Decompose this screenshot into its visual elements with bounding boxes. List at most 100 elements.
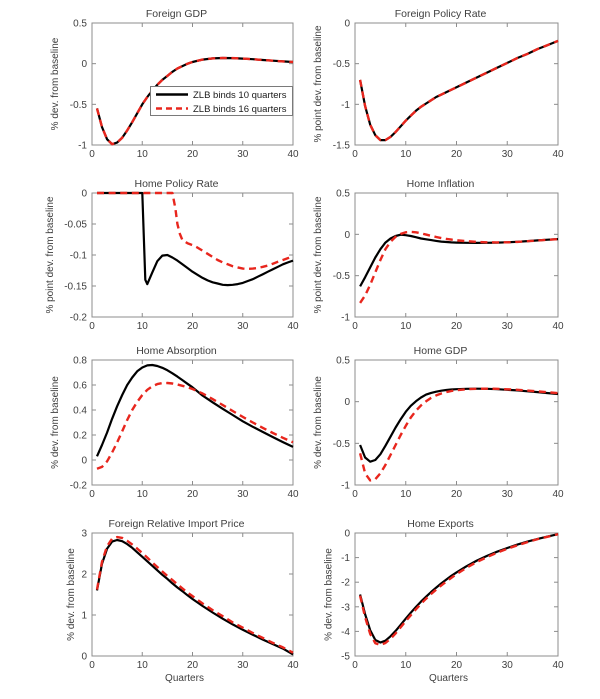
axes-box xyxy=(91,22,294,146)
x-tick-label: 30 xyxy=(237,321,249,332)
x-tick-label: 0 xyxy=(89,149,95,160)
x-tick-label: 20 xyxy=(187,149,199,160)
y-tick-label: 2 xyxy=(81,570,87,581)
x-tick-label: 30 xyxy=(237,660,249,671)
y-axis-label: % dev. from baseline xyxy=(50,37,61,130)
y-tick-label: 0 xyxy=(81,652,87,663)
x-tick-label: 30 xyxy=(502,660,514,671)
y-axis-label: % point dev. from baseline xyxy=(45,196,56,314)
x-tick-label: 10 xyxy=(137,149,149,160)
x-tick-label: 20 xyxy=(187,489,199,500)
y-tick-label: 0.6 xyxy=(73,381,87,392)
y-tick-label: 0 xyxy=(344,230,350,241)
x-tick-label: 0 xyxy=(89,321,95,332)
x-tick-label: 20 xyxy=(451,489,463,500)
y-tick-label: -5 xyxy=(341,652,350,663)
series-zlb-binds-16-quarters xyxy=(358,387,559,482)
y-tick-label: -3 xyxy=(341,602,350,613)
y-tick-label: 0 xyxy=(344,529,350,540)
y-tick-label: -1 xyxy=(78,141,87,152)
axes-box xyxy=(354,532,559,657)
y-tick-label: 0.8 xyxy=(73,356,87,367)
x-tick-label: 0 xyxy=(89,489,95,500)
y-tick-label: 0.5 xyxy=(73,19,87,30)
y-tick-label: 0.4 xyxy=(73,406,87,417)
y-tick-label: 1 xyxy=(81,611,87,622)
x-tick-label: 10 xyxy=(400,321,412,332)
series-zlb-binds-16-quarters xyxy=(358,533,559,647)
x-tick-label: 30 xyxy=(502,149,514,160)
y-tick-label: -0.2 xyxy=(70,313,88,324)
y-tick-label: 0 xyxy=(81,189,87,200)
axes-box xyxy=(91,192,294,318)
plot-title: Home GDP xyxy=(414,345,468,357)
x-tick-label: 40 xyxy=(287,321,299,332)
axes-box xyxy=(354,22,559,146)
x-tick-label: 40 xyxy=(552,660,564,671)
y-tick-label: -0.5 xyxy=(333,439,351,450)
x-axis-label: Quarters xyxy=(165,673,204,684)
y-tick-label: -0.5 xyxy=(333,59,351,70)
y-tick-label: 0.5 xyxy=(336,189,350,200)
subplot-home-inflation: 0 10 20 30 40 0.5 0 -0.5 -1 Home Inflation % point… xyxy=(313,178,564,332)
x-tick-label: 30 xyxy=(502,321,514,332)
series-zlb-binds-10-quarters xyxy=(97,191,294,287)
series-zlb-binds-10-quarters xyxy=(359,233,559,287)
x-tick-label: 10 xyxy=(400,660,412,671)
y-tick-label: 3 xyxy=(81,529,87,540)
x-tick-label: 30 xyxy=(237,149,249,160)
y-axis-label: % point dev. from baseline xyxy=(313,25,324,143)
x-tick-label: 30 xyxy=(237,489,249,500)
series-zlb-binds-16-quarters xyxy=(359,230,559,304)
series-zlb-binds-16-quarters xyxy=(358,39,559,142)
y-tick-label: -1 xyxy=(341,100,350,111)
legend-entry-label: ZLB binds 16 quarters xyxy=(193,104,287,115)
y-tick-label: 0.2 xyxy=(73,431,87,442)
series-zlb-binds-10-quarters xyxy=(359,387,559,463)
axes-box xyxy=(91,359,294,486)
series-zlb-binds-10-quarters xyxy=(95,538,294,656)
y-tick-label: 0 xyxy=(81,59,87,70)
x-tick-label: 40 xyxy=(552,489,564,500)
x-tick-label: 40 xyxy=(287,660,299,671)
legend-box xyxy=(150,86,293,116)
subplot-foreign-policy-rate: 0 10 20 30 40 0 -0.5 -1 -1.5 Foreign Policy Rate%… xyxy=(313,8,564,160)
y-tick-label: 0 xyxy=(344,397,350,408)
series-zlb-binds-10-quarters xyxy=(95,363,294,457)
subplot-home-gdp: 0 10 20 30 40 0.5 0 -0.5 -1 Home GDP % dev. from b… xyxy=(313,345,564,500)
plot-title: Home Inflation xyxy=(407,178,475,190)
plot-title: Home Policy Rate xyxy=(134,178,218,190)
x-tick-label: 20 xyxy=(451,660,463,671)
y-tick-label: 0 xyxy=(81,456,87,467)
y-tick-label: -0.05 xyxy=(64,220,87,231)
plot-title: Home Exports xyxy=(407,518,474,530)
x-tick-label: 0 xyxy=(352,489,358,500)
x-tick-label: 10 xyxy=(400,149,412,160)
x-tick-label: 20 xyxy=(451,149,463,160)
plot-title: Home Absorption xyxy=(136,345,217,357)
y-tick-label: -4 xyxy=(341,627,350,638)
series-zlb-binds-16-quarters xyxy=(95,535,294,654)
x-tick-label: 40 xyxy=(287,489,299,500)
y-tick-label: -0.15 xyxy=(64,282,87,293)
x-tick-label: 0 xyxy=(352,149,358,160)
y-axis-label: % dev. from baseline xyxy=(50,376,61,469)
x-tick-label: 20 xyxy=(451,321,463,332)
x-tick-label: 30 xyxy=(502,489,514,500)
y-tick-label: -1 xyxy=(341,481,350,492)
subplot-home-exports: 0 10 20 30 40 0 -1 -2 -3 -4 -5 Home Exports % dev. f… xyxy=(324,518,564,684)
x-tick-label: 40 xyxy=(287,149,299,160)
y-tick-label: -0.5 xyxy=(70,100,88,111)
series-zlb-binds-16-quarters xyxy=(95,56,294,146)
y-tick-label: -0.1 xyxy=(70,251,88,262)
x-tick-label: 0 xyxy=(352,321,358,332)
x-tick-label: 40 xyxy=(552,149,564,160)
series-zlb-binds-10-quarters xyxy=(359,39,559,142)
y-tick-label: -0.2 xyxy=(70,481,88,492)
y-tick-label: -2 xyxy=(341,578,350,589)
subplot-home-policy-rate: 0 10 20 30 40 0 -0.05 -0.1 -0.15 -0.2 Home Policy … xyxy=(45,178,299,332)
x-tick-label: 10 xyxy=(137,321,149,332)
